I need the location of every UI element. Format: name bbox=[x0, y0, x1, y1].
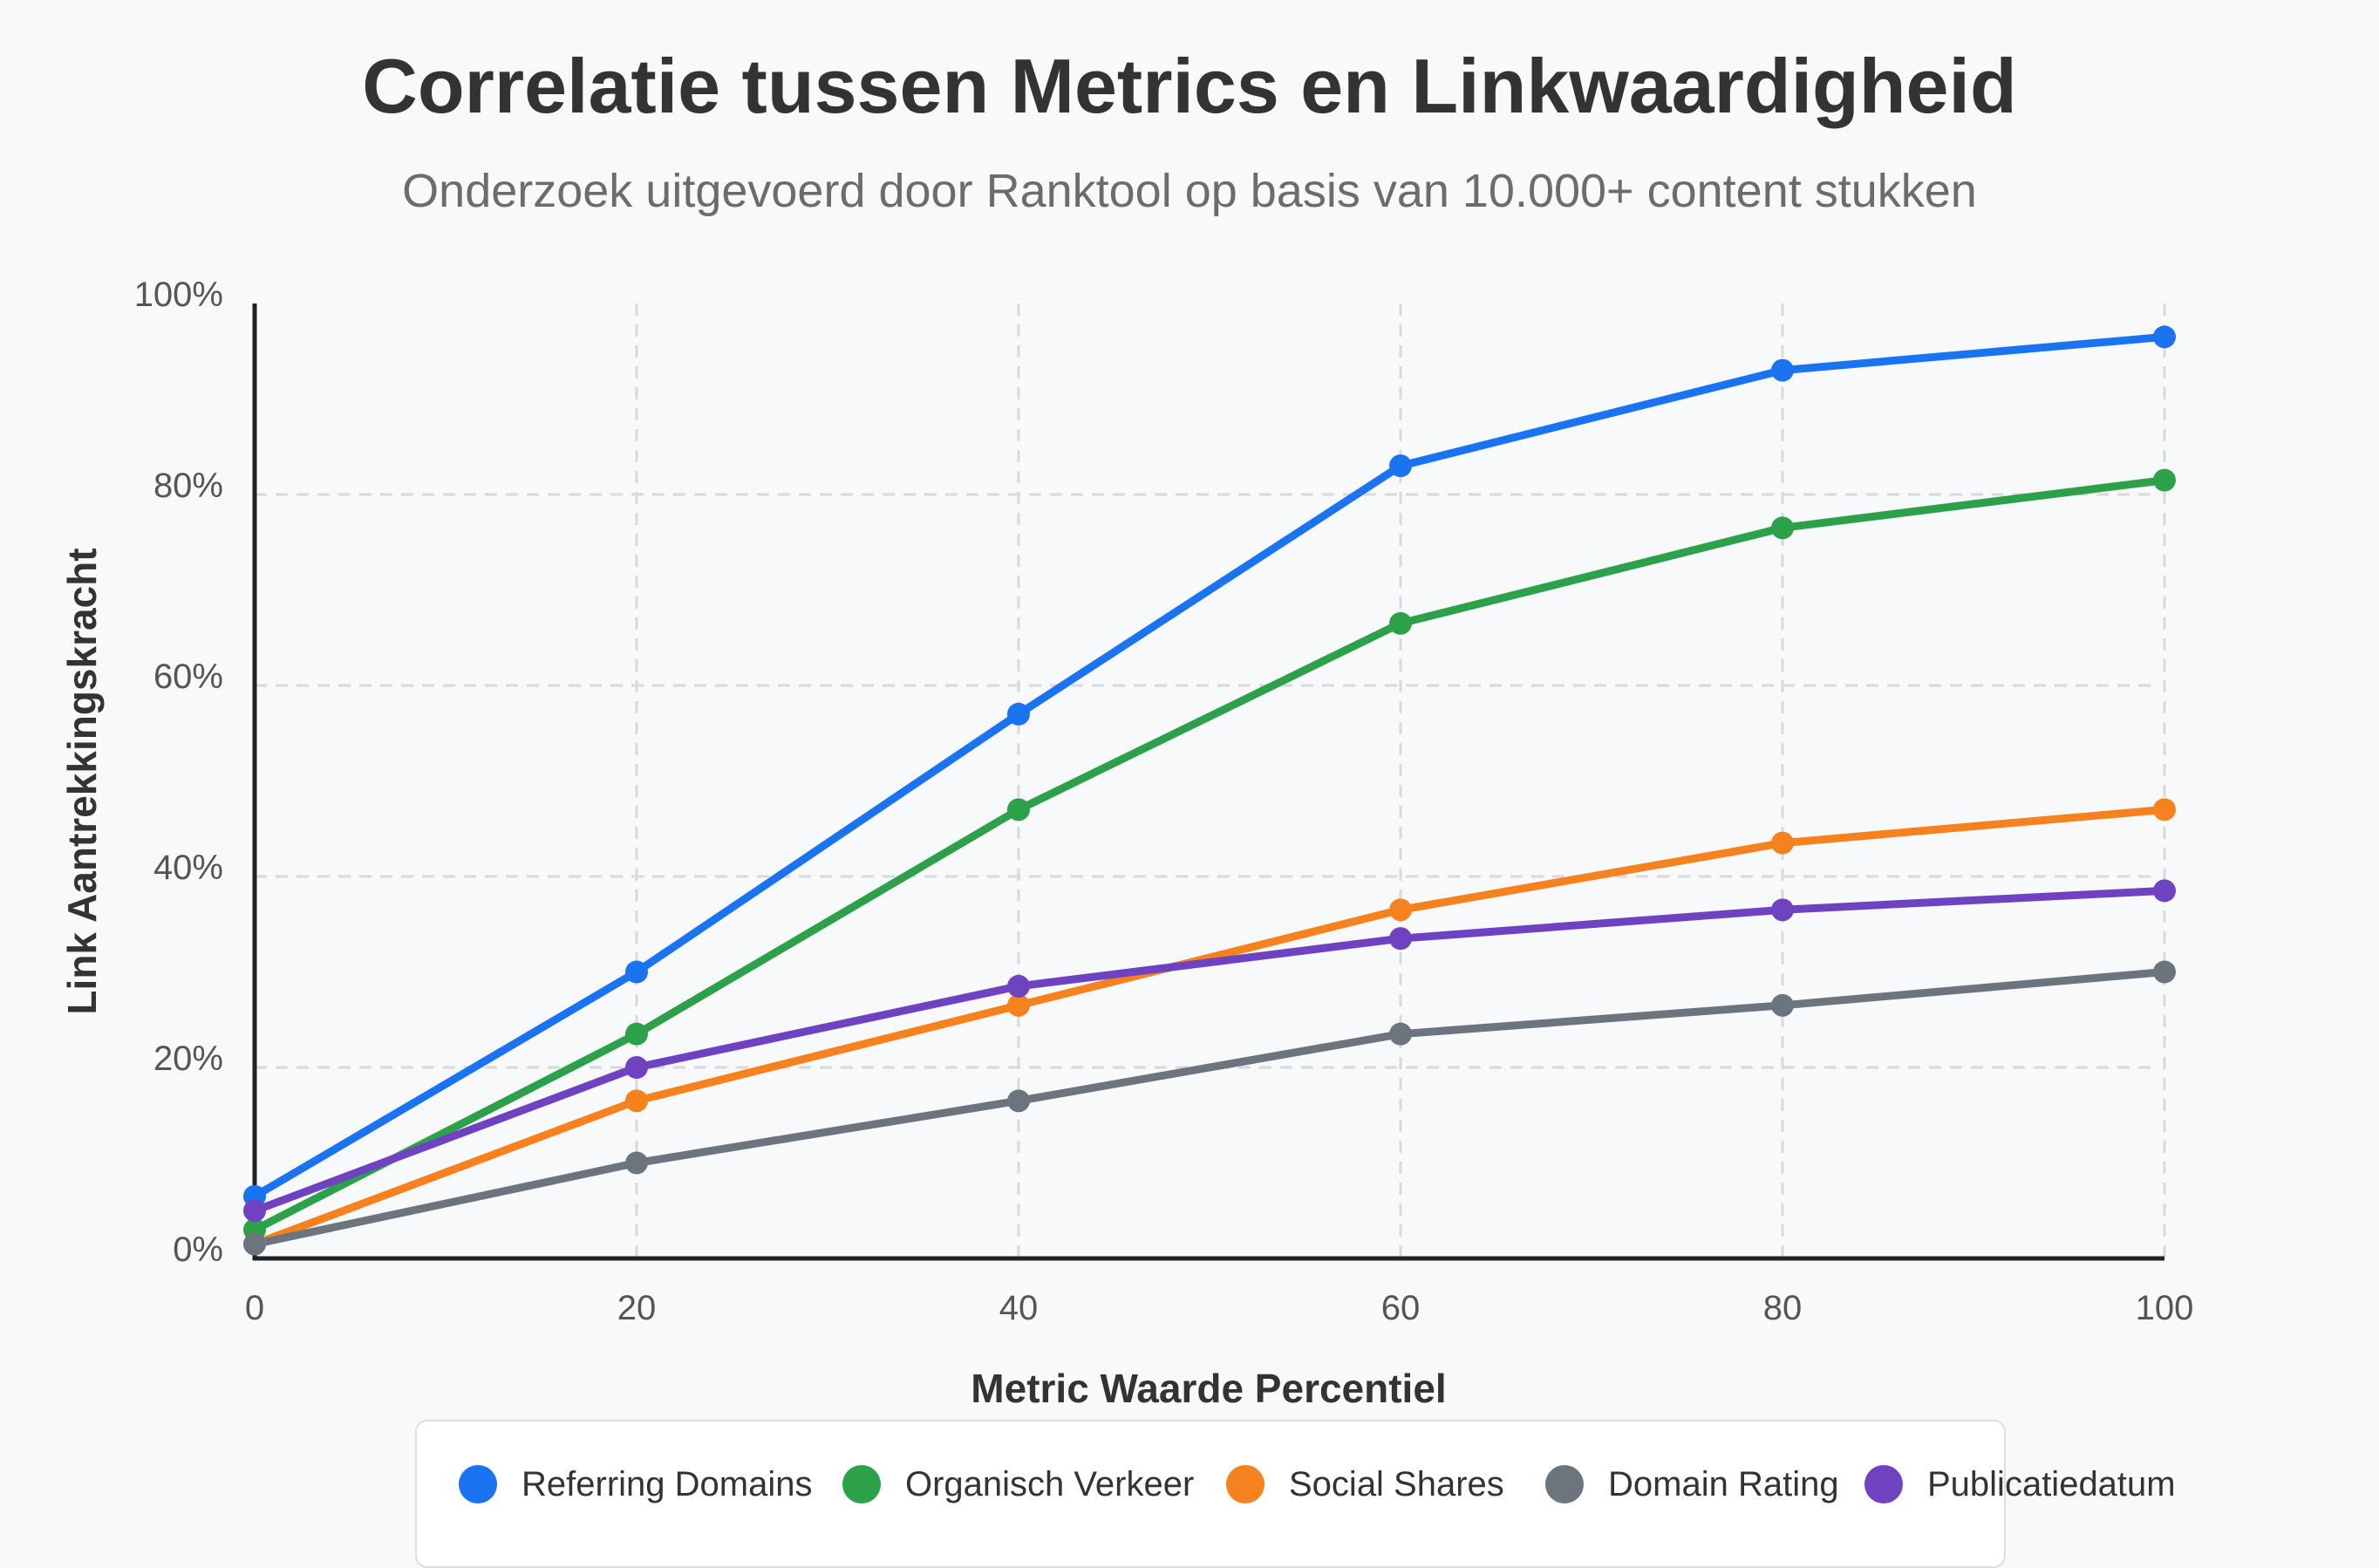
legend-item-publicatiedatum[interactable]: Publicatiedatum bbox=[1864, 1460, 2176, 1509]
x-tick-label: 80 bbox=[1763, 1289, 1803, 1327]
data-point bbox=[2153, 468, 2176, 492]
legend-item-domain-rating[interactable]: Domain Rating bbox=[1545, 1460, 1839, 1509]
legend-label: Domain Rating bbox=[1608, 1464, 1839, 1503]
x-tick-label: 0 bbox=[245, 1289, 264, 1327]
chart-legend: Referring Domains Organisch Verkeer Soci… bbox=[415, 1420, 2176, 1568]
data-point bbox=[2153, 960, 2176, 984]
y-tick-label: 80% bbox=[153, 467, 223, 505]
x-tick-label: 40 bbox=[999, 1289, 1039, 1327]
legend-label: Social Shares bbox=[1289, 1464, 1504, 1503]
chart-title: Correlatie tussen Metrics en Linkwaardig… bbox=[362, 43, 2017, 129]
data-point bbox=[1771, 516, 1794, 540]
data-point bbox=[1389, 927, 1412, 951]
series-line-0 bbox=[250, 332, 2169, 1201]
data-point bbox=[1007, 1089, 1030, 1113]
data-point bbox=[1771, 358, 1794, 382]
data-point bbox=[1007, 702, 1030, 726]
grid-lines bbox=[255, 303, 2166, 1258]
x-tick-label: 60 bbox=[1381, 1289, 1421, 1327]
series-line-3 bbox=[250, 968, 2169, 1249]
legend-dot-icon bbox=[459, 1465, 497, 1503]
line-chart: 0 20 40 60 80 100 0% 20% 40% 60% 80% 100% Metric Wa… bbox=[59, 276, 2194, 1411]
data-point bbox=[1007, 798, 1030, 821]
data-points bbox=[243, 325, 2176, 1256]
series-line-2 bbox=[250, 805, 2169, 1249]
data-point bbox=[1389, 611, 1412, 635]
y-axis-title: Link Aantrekkingskracht bbox=[59, 548, 105, 1014]
data-point bbox=[243, 1199, 266, 1223]
data-point bbox=[243, 1232, 266, 1256]
series-lines bbox=[250, 332, 2169, 1249]
legend-dot-icon bbox=[1864, 1465, 1903, 1503]
legend-item-social-shares[interactable]: Social Shares bbox=[1226, 1460, 1504, 1509]
data-point bbox=[625, 1089, 648, 1113]
data-point bbox=[2153, 325, 2176, 349]
data-point bbox=[1389, 898, 1412, 922]
legend-dot-icon bbox=[1226, 1465, 1264, 1503]
legend-dot-icon bbox=[842, 1465, 881, 1503]
data-point bbox=[2153, 798, 2176, 821]
legend-label: Publicatiedatum bbox=[1927, 1464, 2176, 1503]
axes bbox=[252, 303, 2164, 1261]
data-point bbox=[1389, 1022, 1412, 1046]
data-point bbox=[625, 1151, 648, 1175]
data-point bbox=[1007, 993, 1030, 1017]
x-axis-title: Metric Waarde Percentiel bbox=[971, 1366, 1446, 1411]
series-line-1 bbox=[250, 476, 2169, 1234]
x-tick-label: 20 bbox=[617, 1289, 657, 1327]
y-tick-label: 100% bbox=[134, 276, 223, 314]
data-point bbox=[1771, 831, 1794, 855]
legend-label: Organisch Verkeer bbox=[905, 1464, 1195, 1503]
tick-labels: 0 20 40 60 80 100 0% 20% 40% 60% 80% 100% bbox=[134, 276, 2194, 1327]
data-point bbox=[1007, 974, 1030, 998]
data-point bbox=[1389, 454, 1412, 478]
data-point bbox=[2153, 879, 2176, 903]
legend-item-referring-domains[interactable]: Referring Domains bbox=[459, 1460, 812, 1509]
y-tick-label: 40% bbox=[153, 849, 223, 887]
legend-label: Referring Domains bbox=[521, 1464, 813, 1503]
y-tick-label: 20% bbox=[153, 1040, 223, 1078]
data-point bbox=[1771, 993, 1794, 1017]
x-tick-label: 100 bbox=[2136, 1289, 2194, 1327]
y-tick-label: 0% bbox=[173, 1231, 223, 1269]
y-tick-label: 60% bbox=[153, 658, 223, 696]
data-point bbox=[625, 1056, 648, 1079]
chart-subtitle: Onderzoek uitgevoerd door Ranktool op ba… bbox=[402, 165, 1977, 217]
data-point bbox=[1771, 898, 1794, 922]
data-point bbox=[625, 1022, 648, 1046]
data-point bbox=[625, 960, 648, 984]
legend-dot-icon bbox=[1545, 1465, 1584, 1503]
legend-item-organisch-verkeer[interactable]: Organisch Verkeer bbox=[842, 1460, 1194, 1509]
series-line-4 bbox=[250, 886, 2169, 1215]
